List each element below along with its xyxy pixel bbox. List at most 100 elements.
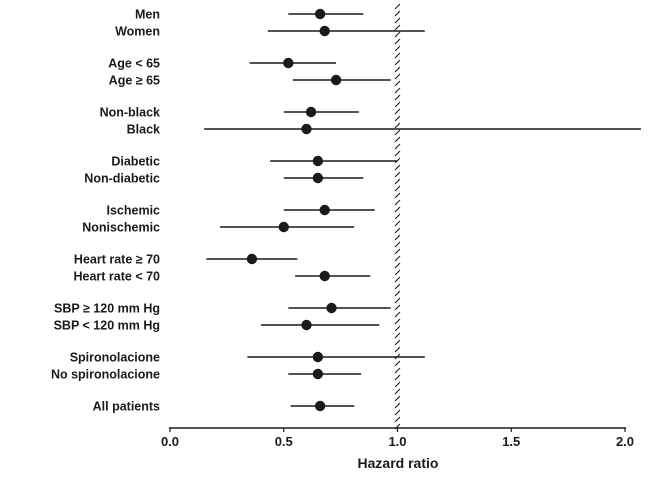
reference-line-hatch — [394, 416, 401, 423]
row-label: Spironolacione — [70, 351, 160, 365]
reference-line-hatch — [394, 311, 401, 318]
x-tick-label: 0.5 — [275, 434, 293, 449]
reference-line-hatch — [394, 241, 401, 248]
reference-line-hatch — [394, 269, 401, 276]
reference-line-hatch — [394, 206, 401, 213]
reference-line-hatch — [394, 52, 401, 59]
row-label: Age ≥ 65 — [109, 74, 160, 88]
reference-line-hatch — [394, 31, 401, 38]
reference-line-hatch — [394, 234, 401, 241]
point-marker — [312, 368, 324, 380]
reference-line-hatch — [394, 115, 401, 122]
reference-line-hatch — [394, 227, 401, 234]
reference-line-hatch — [394, 402, 401, 409]
row-label: All patients — [93, 400, 160, 414]
reference-line-hatch — [394, 367, 401, 374]
x-tick-label: 1.5 — [502, 434, 520, 449]
reference-line-hatch — [394, 66, 401, 73]
reference-line-hatch — [394, 94, 401, 101]
point-marker — [326, 302, 337, 314]
reference-line-hatch — [394, 248, 401, 255]
row-label: Black — [127, 123, 160, 137]
reference-line-hatch — [394, 304, 401, 311]
reference-line-hatch — [394, 17, 401, 24]
point-marker — [301, 319, 312, 331]
point-marker — [312, 351, 324, 363]
reference-line-hatch — [394, 255, 401, 262]
point-marker — [319, 270, 330, 282]
reference-line-hatch — [394, 24, 401, 31]
reference-line-hatch — [394, 388, 401, 395]
reference-line-hatch — [394, 185, 401, 192]
row-label: Women — [115, 25, 160, 39]
row-label: Diabetic — [111, 155, 160, 169]
x-tick-label: 2.0 — [616, 434, 634, 449]
x-tick-label: 0.0 — [161, 434, 179, 449]
reference-line-hatch — [394, 325, 401, 332]
row-label: Heart rate ≥ 70 — [74, 253, 160, 267]
point-marker — [312, 155, 324, 167]
reference-line-hatch — [394, 290, 401, 297]
reference-line-hatch — [394, 276, 401, 283]
reference-line-hatch — [394, 395, 401, 402]
reference-line-hatch — [394, 164, 401, 171]
point-marker — [330, 74, 342, 86]
point-marker — [305, 106, 317, 118]
row-label: Nonischemic — [82, 221, 160, 235]
point-marker — [283, 57, 294, 69]
reference-line-hatch — [394, 213, 401, 220]
point-marker — [319, 25, 330, 37]
reference-line-hatch — [394, 220, 401, 227]
reference-line-hatch — [394, 101, 401, 108]
row-label: Age < 65 — [108, 57, 160, 71]
reference-line-hatch — [394, 80, 401, 87]
row-label: Heart rate < 70 — [73, 270, 160, 284]
reference-line-hatch — [394, 171, 401, 178]
reference-line-hatch — [394, 122, 401, 129]
reference-line-hatch — [394, 374, 401, 381]
point-marker — [314, 8, 326, 20]
reference-line-hatch — [394, 59, 401, 66]
reference-line-hatch — [394, 73, 401, 80]
row-label: SBP ≥ 120 mm Hg — [54, 302, 160, 316]
reference-line-hatch — [394, 129, 401, 136]
reference-line-hatch — [394, 178, 401, 185]
row-label: SBP < 120 mm Hg — [54, 319, 160, 333]
row-label: Non-black — [100, 106, 160, 120]
reference-line-hatch — [394, 143, 401, 150]
reference-line-hatch — [394, 262, 401, 269]
row-label: No spironolacione — [51, 368, 160, 382]
reference-line-hatch — [394, 297, 401, 304]
point-marker — [301, 123, 312, 135]
reference-line-hatch — [394, 150, 401, 157]
point-marker — [319, 204, 330, 216]
reference-line-hatch — [394, 381, 401, 388]
x-tick-label: 1.0 — [388, 434, 406, 449]
reference-line-hatch — [394, 339, 401, 346]
row-label: Non-diabetic — [84, 172, 160, 186]
reference-line-hatch — [394, 199, 401, 206]
reference-line-hatch — [394, 45, 401, 52]
point-marker — [278, 221, 289, 233]
reference-line-hatch — [394, 360, 401, 367]
reference-line-hatch — [394, 409, 401, 416]
reference-line-hatch — [394, 332, 401, 339]
row-label: Ischemic — [106, 204, 160, 218]
row-label: Men — [135, 8, 160, 22]
reference-line-hatch — [394, 318, 401, 325]
reference-line-hatch — [394, 346, 401, 353]
point-marker — [314, 400, 326, 412]
reference-line-hatch — [394, 3, 401, 10]
point-marker — [312, 172, 324, 184]
x-axis-title: Hazard ratio — [358, 455, 439, 471]
reference-line-hatch — [394, 192, 401, 199]
reference-line-hatch — [394, 10, 401, 17]
reference-line-hatch — [394, 87, 401, 94]
reference-line-hatch — [394, 38, 401, 45]
reference-line-hatch — [394, 283, 401, 290]
point-marker — [246, 253, 258, 265]
reference-line-hatch — [394, 108, 401, 115]
reference-line-hatch — [394, 136, 401, 143]
